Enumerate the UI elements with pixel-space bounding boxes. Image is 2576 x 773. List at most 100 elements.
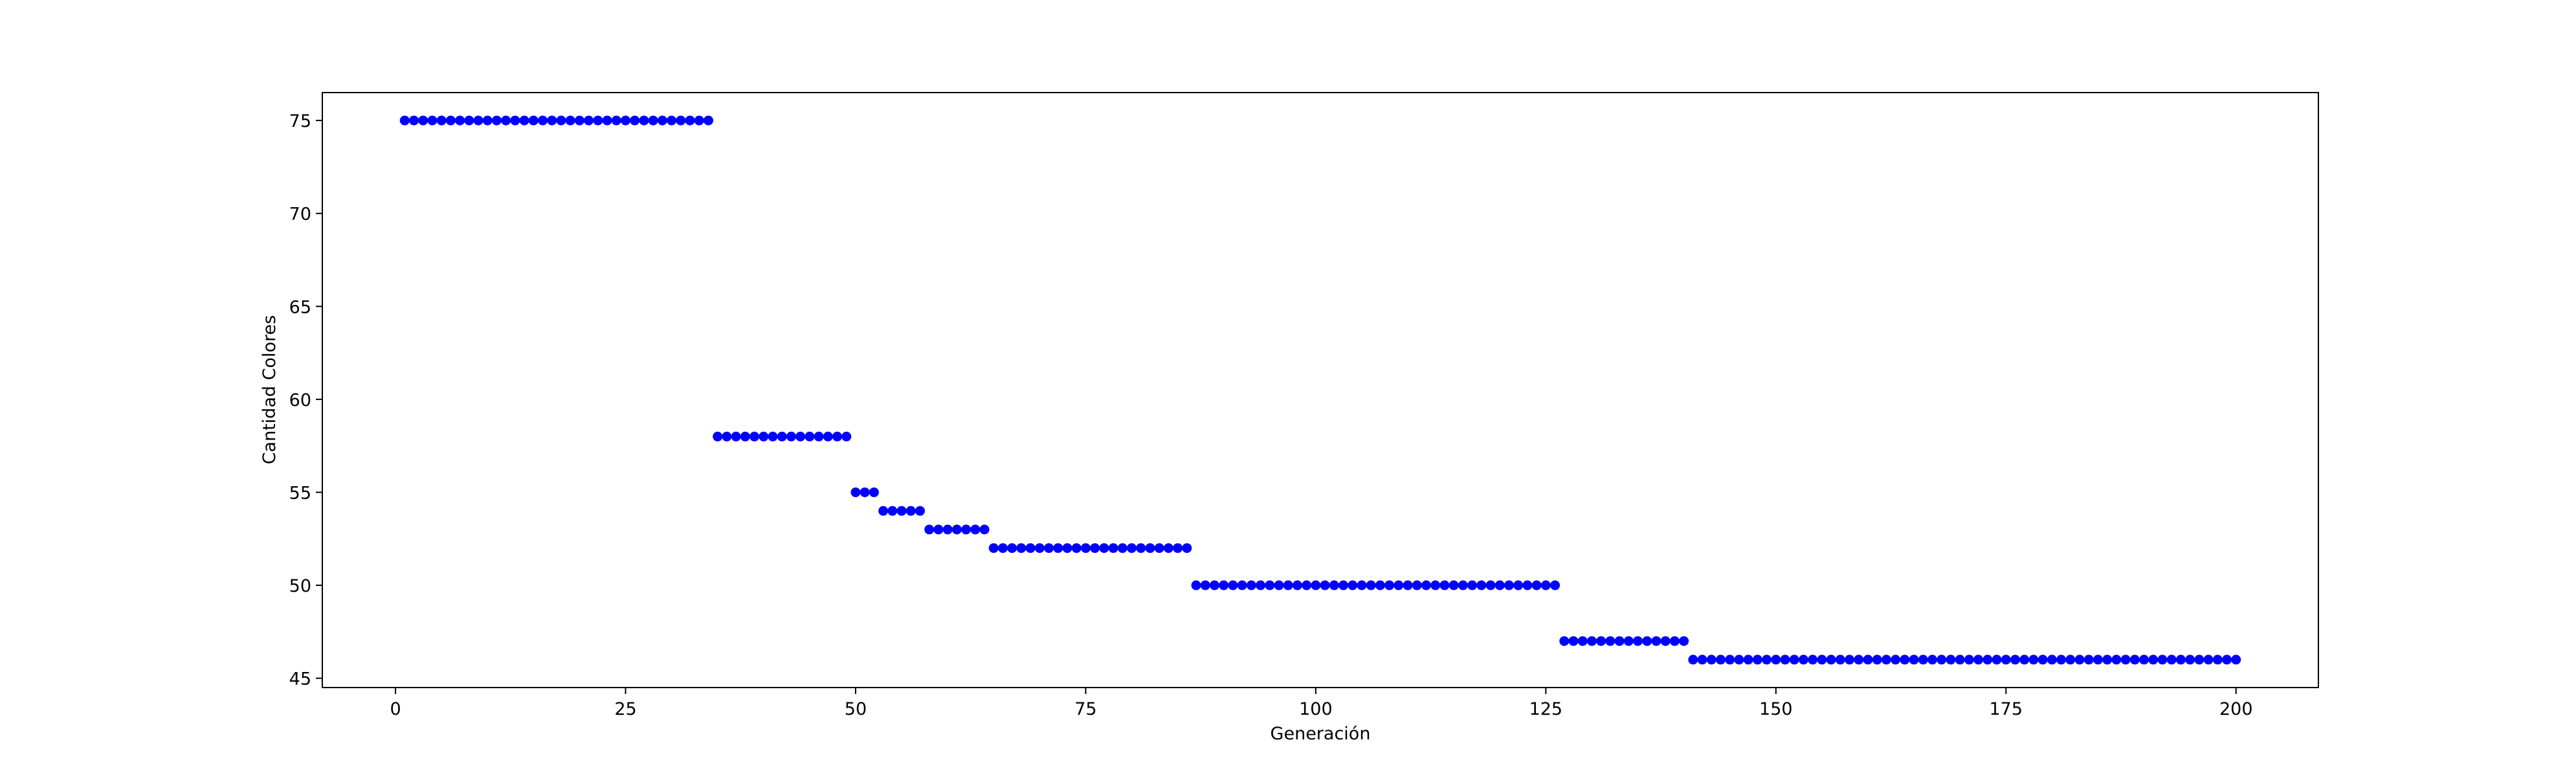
data-point (1476, 580, 1487, 590)
data-point (823, 431, 833, 442)
data-point (1430, 580, 1441, 590)
data-point (1494, 580, 1505, 590)
data-point (399, 115, 410, 126)
data-point (611, 115, 621, 126)
data-point (639, 115, 649, 126)
x-tick-label: 0 (390, 699, 401, 719)
data-point (1117, 543, 1127, 554)
data-point (1393, 580, 1404, 590)
data-point (2120, 655, 2131, 665)
data-point (2001, 655, 2011, 665)
data-point (1246, 580, 1256, 590)
data-point (1016, 543, 1027, 554)
data-point (657, 115, 667, 126)
data-point (1467, 580, 1478, 590)
data-point (602, 115, 612, 126)
data-point (528, 115, 539, 126)
x-tick-label: 175 (1990, 699, 2023, 719)
data-point (519, 115, 529, 126)
data-point (2093, 655, 2103, 665)
data-point (2166, 655, 2177, 665)
data-point (860, 487, 870, 497)
data-point (1863, 655, 1873, 665)
data-point (1421, 580, 1432, 590)
data-point (1522, 580, 1533, 590)
data-point (1789, 655, 1799, 665)
data-point (1302, 580, 1312, 590)
data-point (1752, 655, 1762, 665)
data-point (1283, 580, 1293, 590)
data-point (942, 524, 953, 535)
data-point (887, 506, 898, 516)
data-point (1237, 580, 1247, 590)
data-point (2194, 655, 2204, 665)
data-point (1412, 580, 1422, 590)
data-point (464, 115, 474, 126)
data-point (473, 115, 483, 126)
data-point (786, 431, 796, 442)
data-point (2056, 655, 2067, 665)
data-point (538, 115, 548, 126)
data-point (2231, 655, 2241, 665)
data-point (1531, 580, 1542, 590)
data-point (1550, 580, 1560, 590)
data-point (1513, 580, 1524, 590)
data-point (1007, 543, 1017, 554)
x-axis-ticks: 0 25 50 75 100 125 150 175 200 (390, 688, 2253, 719)
data-point (1826, 655, 1836, 665)
data-points (399, 115, 2241, 665)
data-point (685, 115, 695, 126)
data-point (933, 524, 944, 535)
data-point (1219, 580, 1229, 590)
data-point (445, 115, 456, 126)
data-point (841, 431, 852, 442)
y-tick-label: 55 (289, 483, 311, 503)
data-point (2065, 655, 2076, 665)
data-point (1955, 655, 1965, 665)
data-point (1311, 580, 1321, 590)
data-point (1633, 636, 1643, 646)
data-point (2139, 655, 2149, 665)
data-point (1798, 655, 1808, 665)
y-tick-label: 60 (289, 390, 311, 410)
data-point (1623, 636, 1634, 646)
data-point (1918, 655, 1928, 665)
data-point (418, 115, 428, 126)
data-point (510, 115, 520, 126)
data-point (1817, 655, 1827, 665)
data-point (648, 115, 658, 126)
data-point (427, 115, 438, 126)
data-point (2185, 655, 2195, 665)
data-point (1964, 655, 1974, 665)
data-point (1458, 580, 1468, 590)
data-point (795, 431, 806, 442)
data-point (1982, 655, 1993, 665)
data-point (1669, 636, 1680, 646)
y-tick-label: 50 (289, 576, 311, 596)
data-point (1108, 543, 1118, 554)
data-point (1191, 580, 1201, 590)
data-point (1173, 543, 1183, 554)
data-point (1881, 655, 1891, 665)
x-tick-label: 25 (614, 699, 636, 719)
data-point (1449, 580, 1459, 590)
data-point (1200, 580, 1210, 590)
data-point (924, 524, 935, 535)
data-point (1642, 636, 1652, 646)
data-point (1071, 543, 1082, 554)
data-point (896, 506, 907, 516)
data-point (1320, 580, 1330, 590)
data-point (593, 115, 603, 126)
data-point (1145, 543, 1155, 554)
data-point (1375, 580, 1385, 590)
data-point (869, 487, 879, 497)
data-point (491, 115, 502, 126)
x-tick-label: 100 (1299, 699, 1333, 719)
data-point (1348, 580, 1358, 590)
data-point (1992, 655, 2002, 665)
data-point (1973, 655, 1984, 665)
y-axis-ticks: 45 50 55 60 65 70 75 (289, 111, 322, 689)
x-tick-label: 200 (2219, 699, 2253, 719)
data-point (1734, 655, 1744, 665)
data-point (2222, 655, 2232, 665)
